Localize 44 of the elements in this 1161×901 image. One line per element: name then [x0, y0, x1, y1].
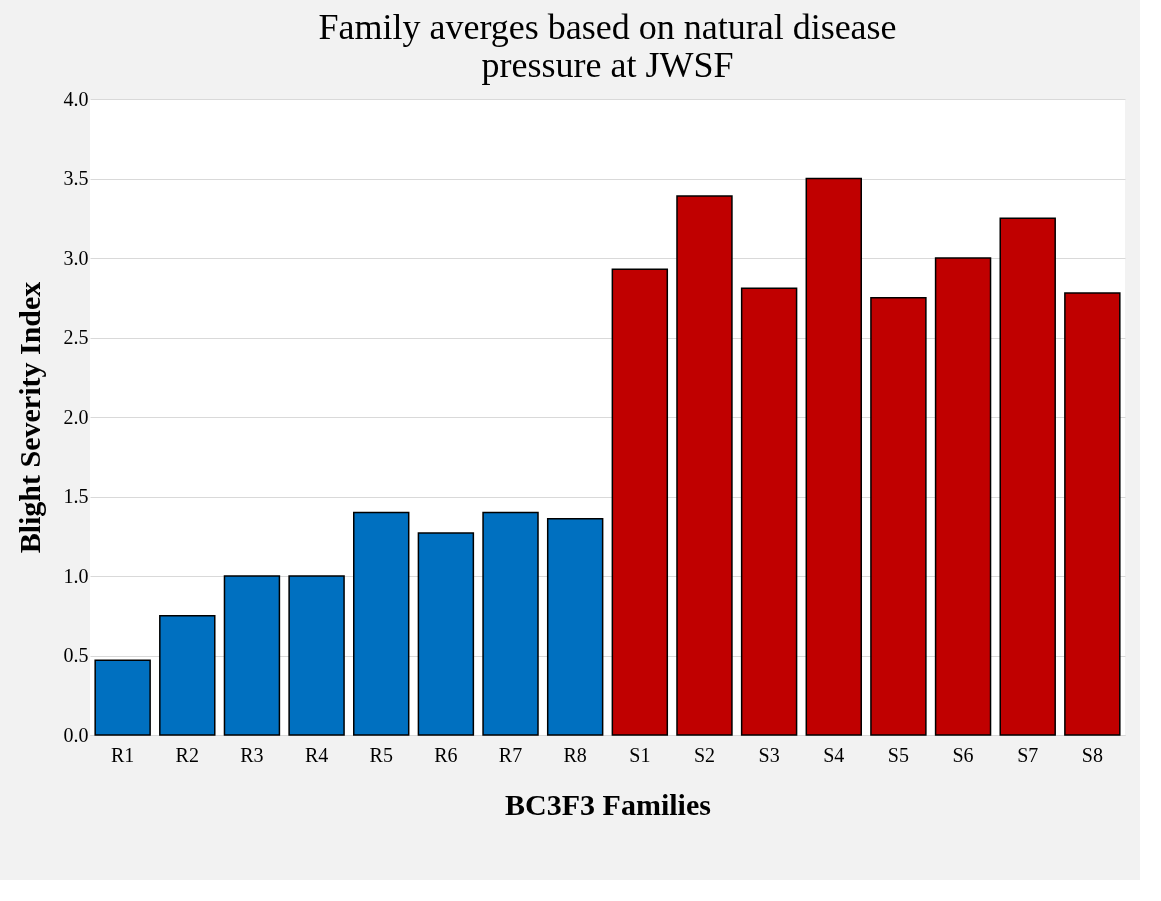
y-tick-label: 2.0 — [63, 405, 89, 428]
bar — [870, 297, 927, 736]
bar — [417, 532, 475, 736]
bar — [934, 257, 992, 736]
bar — [805, 177, 862, 736]
chart-title: Family averges based on natural disease pressure at JWSF — [318, 7, 897, 85]
x-tick-label: R8 — [563, 743, 587, 766]
x-tick-label: R6 — [434, 743, 458, 766]
x-tick-label: S2 — [693, 743, 716, 766]
bar — [740, 287, 798, 736]
bar — [353, 511, 410, 736]
x-tick-label: R1 — [110, 743, 135, 766]
bar — [482, 511, 539, 736]
x-tick-label: R4 — [304, 743, 329, 766]
x-tick-label: S4 — [823, 743, 845, 766]
y-tick-label: 0.5 — [63, 644, 89, 666]
x-tick-label: S5 — [887, 743, 909, 766]
x-tick-label: R5 — [369, 743, 393, 766]
bar — [94, 659, 151, 736]
x-tick-label: R7 — [498, 743, 523, 766]
y-tick-label: 3.0 — [63, 246, 89, 269]
bar — [223, 575, 281, 736]
x-tick-label: R3 — [240, 743, 264, 766]
x-tick-label: S8 — [1081, 743, 1103, 766]
bar — [1064, 292, 1121, 736]
x-tick-label: S6 — [952, 743, 974, 766]
x-tick-label: S3 — [758, 743, 780, 766]
bar — [288, 575, 345, 736]
bar — [159, 615, 216, 736]
x-tick-label: S1 — [629, 743, 651, 766]
y-tick-label: 4.0 — [63, 87, 89, 110]
bar — [999, 217, 1056, 736]
y-tick-label: 1.0 — [63, 564, 89, 587]
y-tick-label: 1.5 — [63, 485, 89, 507]
y-axis-title: Blight Severity Index — [12, 281, 46, 554]
bar — [546, 518, 604, 736]
x-tick-label: R2 — [175, 743, 199, 766]
x-tick-label: S7 — [1017, 743, 1039, 766]
x-axis-title: BC3F3 Families — [505, 787, 711, 821]
y-tick-label: 0.0 — [63, 723, 89, 746]
y-tick-label: 3.5 — [63, 167, 89, 189]
bar — [611, 268, 669, 736]
bar — [676, 195, 733, 736]
y-tick-label: 2.5 — [63, 326, 89, 348]
